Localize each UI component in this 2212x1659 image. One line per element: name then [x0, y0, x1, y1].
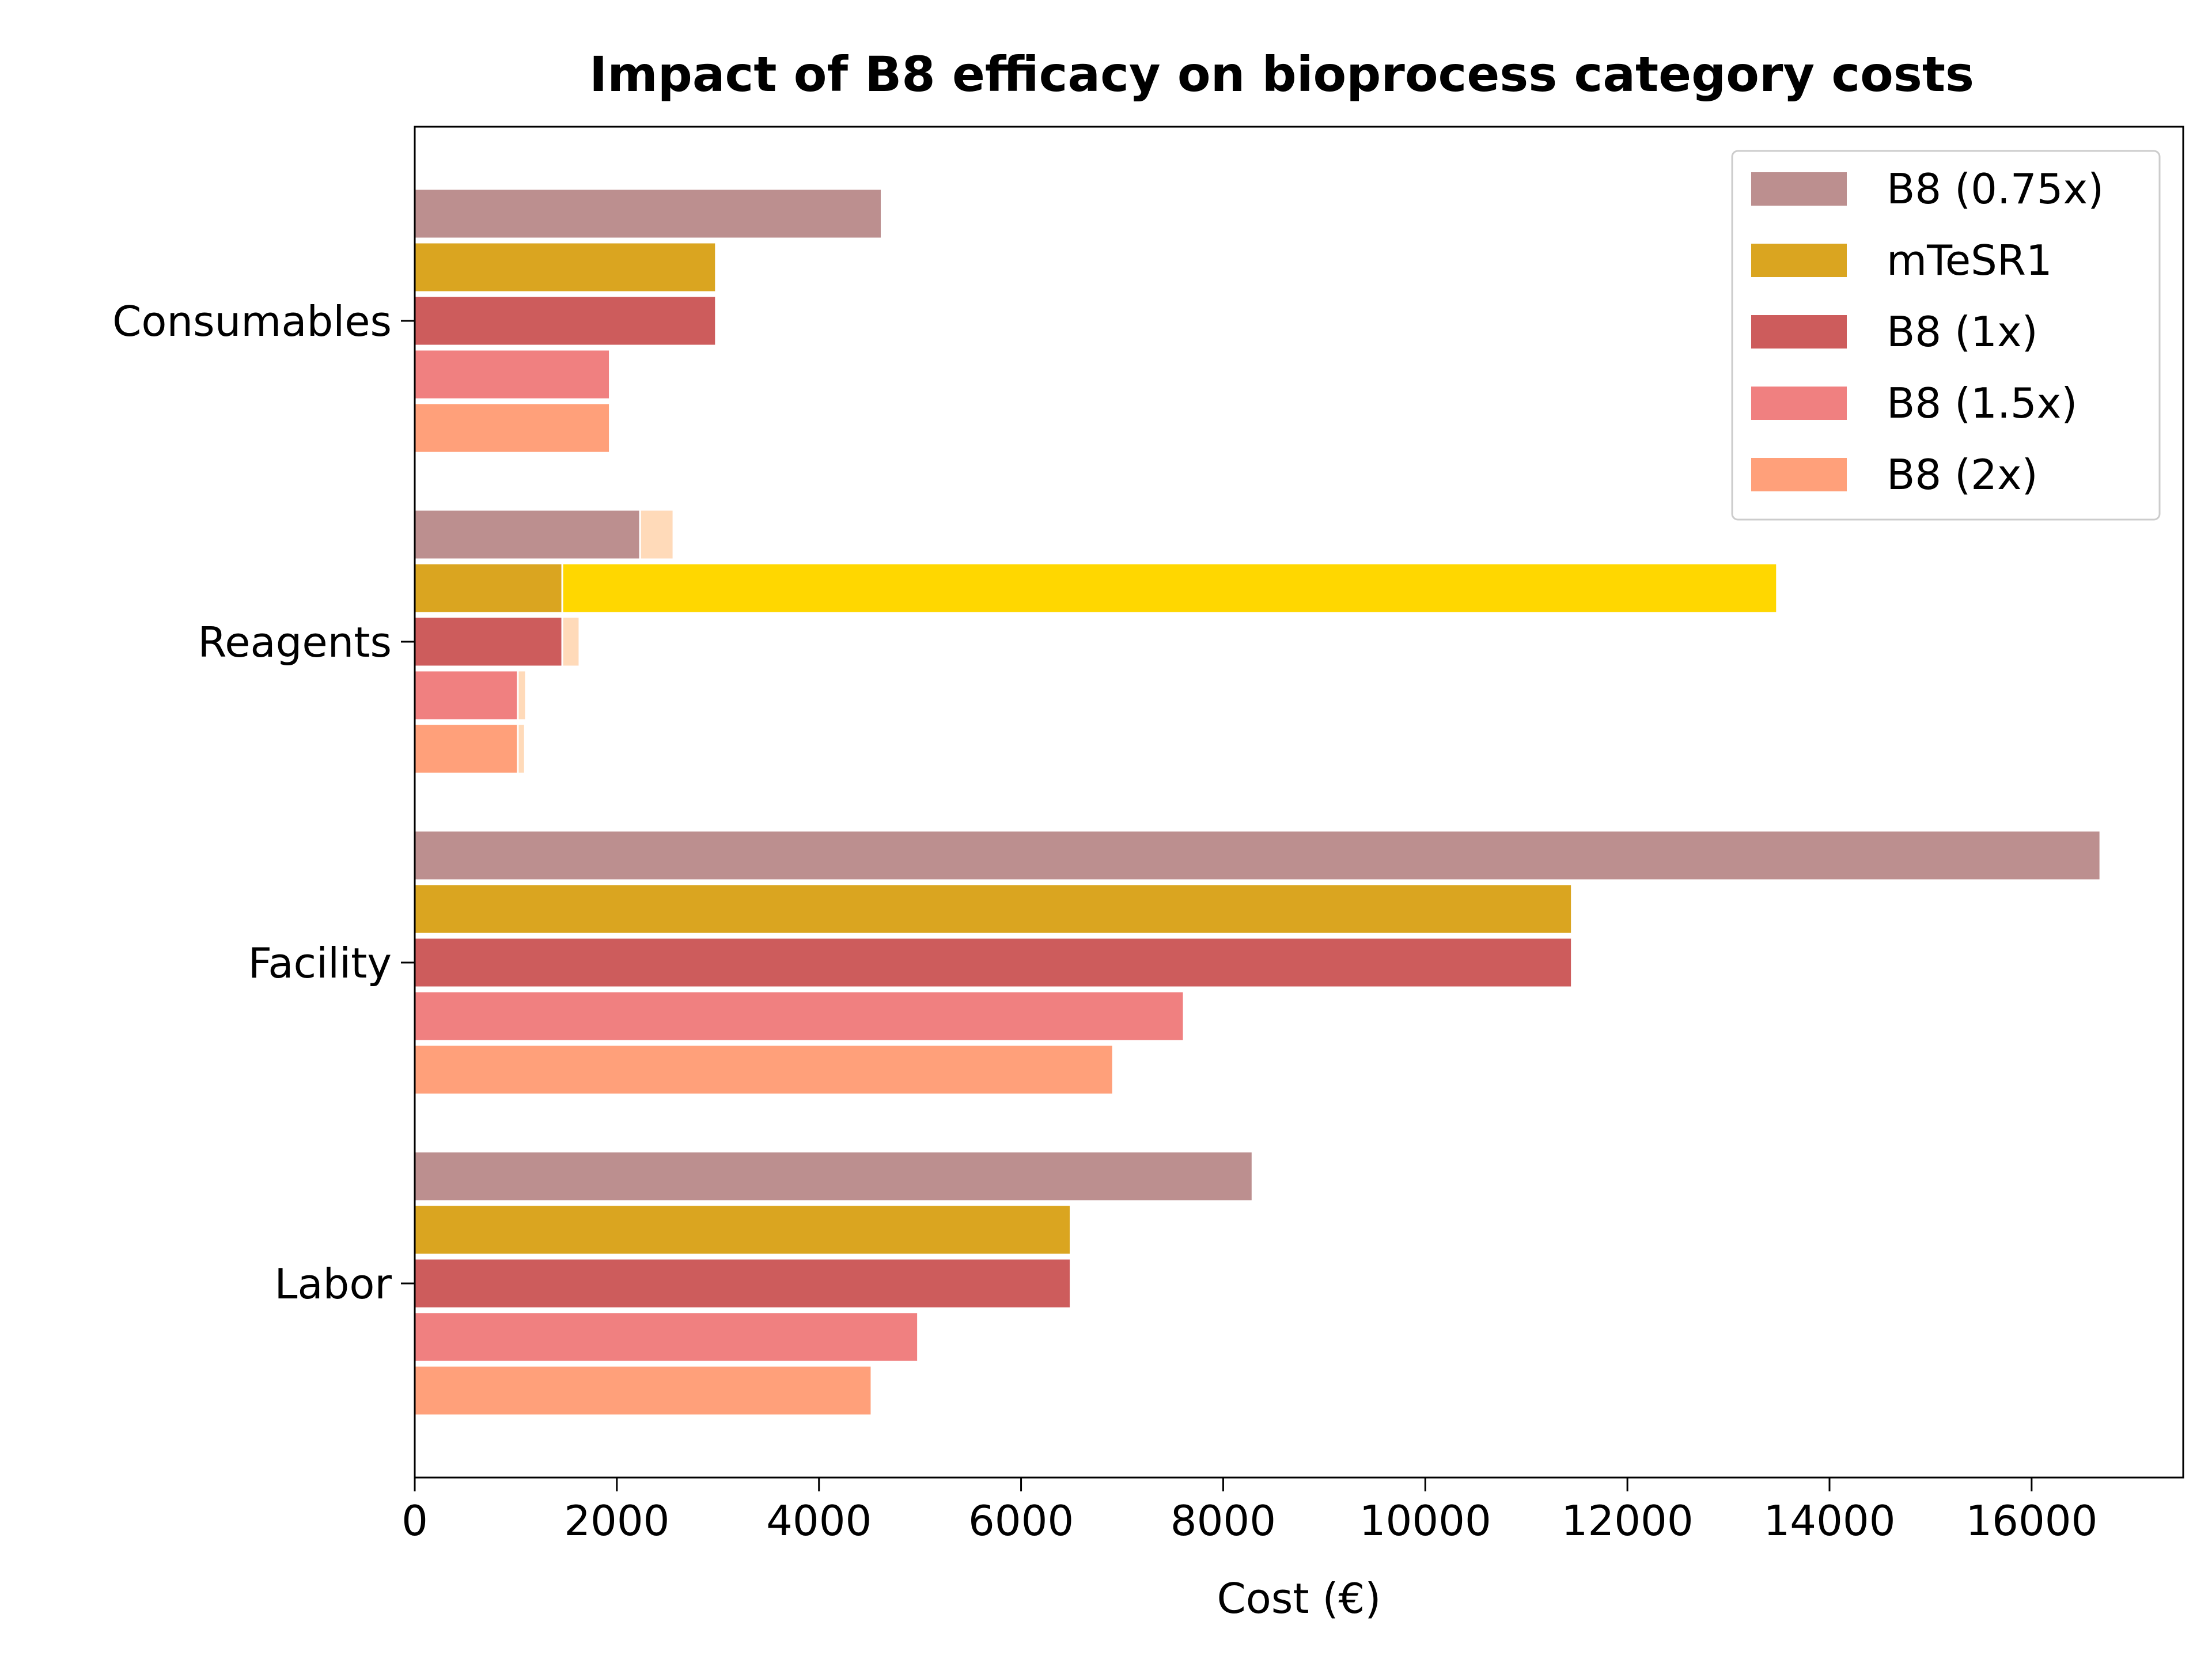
bar-facility-b8-1x [414, 937, 1573, 988]
bar-consumables-b8-1x [414, 295, 717, 347]
legend-frame [1731, 150, 2161, 521]
bar-segment-reagents-mtesr1 [561, 562, 1778, 614]
bar-segment-reagents-b8-0-75x [639, 509, 675, 560]
y-tick-label-facility: Facility [248, 939, 392, 987]
bar-reagents-b8-2x [414, 723, 519, 775]
bar-facility-b8-1-5x [414, 990, 1185, 1042]
x-axis-label: Cost (€) [1217, 1574, 1381, 1623]
x-tick-label: 2000 [564, 1497, 669, 1545]
x-tick-label: 16000 [1965, 1497, 2097, 1545]
bar-facility-b8-0-75x [414, 830, 2101, 881]
bar-segment-reagents-b8-1-5x [517, 669, 527, 721]
legend: B8 (0.75x) mTeSR1 B8 (1x) B8 (1.5x) B8 (2x) [1731, 150, 2161, 521]
bar-consumables-b8-0-75x [414, 188, 882, 240]
x-tick-label: 10000 [1359, 1497, 1491, 1545]
bar-facility-mtesr1 [414, 883, 1573, 935]
bar-labor-b8-1x [414, 1257, 1072, 1309]
legend-label-b8-2x: B8 (2x) [1887, 450, 2038, 499]
legend-swatch-mtesr1 [1751, 244, 1847, 277]
legend-swatch-b8-1-5x [1751, 387, 1847, 420]
bar-labor-b8-2x [414, 1365, 873, 1416]
bar-labor-b8-0-75x [414, 1150, 1253, 1202]
y-tick-label-consumables: Consumables [112, 297, 392, 346]
y-tick-label-reagents: Reagents [198, 618, 392, 666]
plot-area [414, 188, 2101, 1416]
x-tick-label: 0 [402, 1497, 428, 1545]
x-tick-label: 14000 [1763, 1497, 1895, 1545]
x-axis: 0 2000 4000 6000 8000 10000 12000 14000 16000 [402, 1478, 2097, 1545]
legend-swatch-b8-1x [1751, 315, 1847, 349]
legend-label-b8-0-75x: B8 (0.75x) [1887, 165, 2104, 213]
bar-labor-mtesr1 [414, 1204, 1072, 1256]
legend-label-b8-1x: B8 (1x) [1887, 308, 2038, 356]
axes-frame [414, 126, 2184, 1479]
legend-swatch-b8-2x [1751, 458, 1847, 491]
bar-consumables-b8-1-5x [414, 349, 611, 400]
bar-consumables-b8-2x [414, 402, 611, 454]
bar-reagents-b8-1x [414, 616, 563, 668]
bar-reagents-mtesr1 [414, 562, 563, 614]
x-tick-label: 12000 [1562, 1497, 1694, 1545]
legend-label-mtesr1: mTeSR1 [1887, 236, 2052, 285]
chart-title: Impact of B8 efficacy on bioprocess cate… [589, 46, 1974, 103]
legend-swatch-b8-0-75x [1751, 172, 1847, 206]
bar-segment-reagents-b8-2x [517, 723, 526, 775]
y-axis: Consumables Reagents Facility Labor [112, 297, 415, 1308]
legend-label-b8-1-5x: B8 (1.5x) [1887, 379, 2077, 427]
bar-reagents-b8-1-5x [414, 669, 519, 721]
bar-consumables-mtesr1 [414, 241, 717, 293]
bar-segment-reagents-b8-1x [561, 616, 581, 668]
y-tick-label-labor: Labor [274, 1260, 392, 1308]
x-tick-label: 4000 [766, 1497, 872, 1545]
x-tick-label: 8000 [1171, 1497, 1276, 1545]
bar-facility-b8-2x [414, 1044, 1114, 1096]
bar-reagents-b8-0-75x [414, 509, 641, 560]
x-tick-label: 6000 [968, 1497, 1074, 1545]
bar-labor-b8-1-5x [414, 1311, 919, 1363]
